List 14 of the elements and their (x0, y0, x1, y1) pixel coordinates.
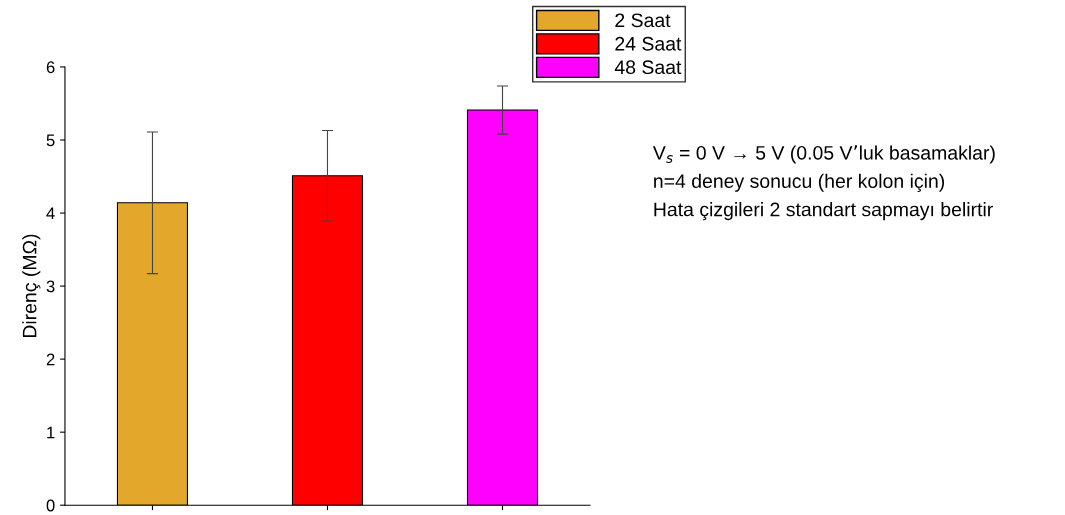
legend-label: 2 Saat (615, 13, 671, 28)
y-tick-label: 4 (46, 207, 55, 220)
legend-label: 48 Saat (614, 60, 682, 75)
text: n=4 deney sonucu (her kolon için) (654, 173, 945, 192)
y-tick-label: 6 (46, 61, 55, 74)
legend-label: 24 Saat (615, 36, 682, 51)
text: V$_{s}$ = 0 V → 5 V (0.05 V’luk basamaklar) (652, 145, 995, 164)
y-tick-label: 2 (46, 353, 55, 366)
y-axis-title: Direnç (MΩ) (22, 234, 41, 338)
y-tick-label: 0 (46, 499, 55, 512)
text: Hata çizgileri 2 standart sapmayı belirtir (654, 202, 993, 221)
y-tick-label: 5 (46, 134, 55, 147)
y-tick-label: 1 (47, 426, 55, 439)
y-tick-label: 3 (46, 280, 55, 293)
